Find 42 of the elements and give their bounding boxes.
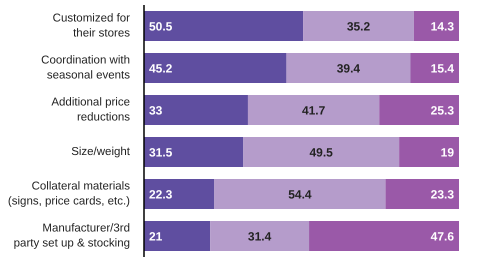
data-label: 31.5 — [149, 145, 173, 160]
data-label: 19 — [440, 145, 454, 160]
data-label: 54.4 — [288, 187, 312, 202]
y-tick-label: Manufacturer/3rd party set up & stocking — [14, 222, 130, 250]
bar — [286, 53, 410, 83]
data-label: 15.4 — [430, 61, 454, 76]
bar — [399, 137, 459, 167]
bar — [144, 137, 244, 167]
data-label: 22.3 — [149, 187, 173, 202]
y-tick-label: Additional price reductions — [51, 96, 130, 124]
data-label: 47.6 — [430, 229, 454, 244]
bar — [248, 95, 380, 125]
bar — [144, 95, 248, 125]
bar — [144, 53, 286, 83]
bar — [210, 221, 310, 251]
bar — [144, 221, 210, 251]
data-label: 33 — [149, 103, 163, 118]
data-label: 35.2 — [346, 19, 371, 34]
bar — [144, 11, 304, 41]
data-label: 25.3 — [430, 103, 454, 118]
data-label: 31.4 — [248, 229, 272, 244]
data-label: 41.7 — [302, 103, 326, 118]
data-label: 21 — [149, 229, 163, 244]
bar — [410, 53, 459, 83]
bar — [214, 179, 386, 209]
bar — [309, 221, 459, 251]
data-label: 14.3 — [430, 19, 454, 34]
bar — [243, 137, 400, 167]
data-label: 39.4 — [336, 61, 360, 76]
bar — [303, 11, 414, 41]
bar — [414, 11, 459, 41]
y-tick-label: Customized for their stores — [52, 12, 130, 40]
data-label: 23.3 — [430, 187, 454, 202]
bar — [379, 95, 459, 125]
bar — [386, 179, 459, 209]
y-tick-label: Size/weight — [71, 146, 131, 158]
data-label: 49.5 — [310, 145, 334, 160]
data-label: 50.5 — [149, 19, 173, 34]
y-tick-label: Coordination with seasonal events — [41, 54, 130, 82]
y-tick-label: Collateral materials (signs, price cards, etc.) — [8, 180, 130, 208]
bar — [144, 179, 214, 209]
data-label: 45.2 — [149, 61, 173, 76]
